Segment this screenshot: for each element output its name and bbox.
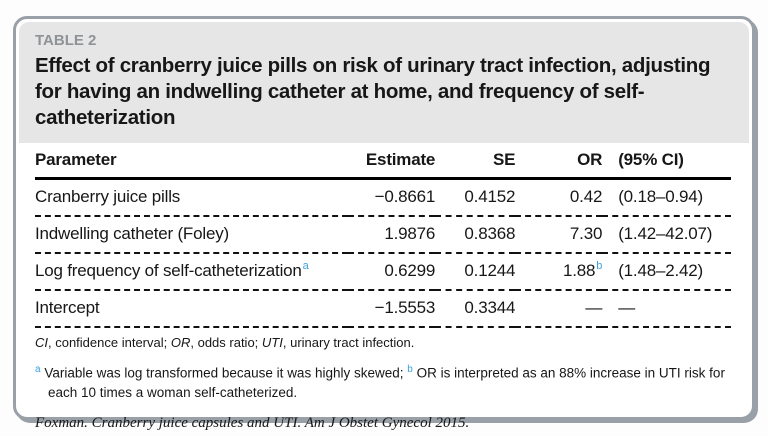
- table-wrapper: Parameter Estimate SE OR (95% CI) Cranbe…: [19, 143, 749, 328]
- cell-parameter: Cranberry juice pills: [35, 178, 349, 217]
- cell-or: 1.88b: [515, 253, 603, 291]
- footnote-marker-sup: a: [302, 260, 309, 273]
- column-header-ci: (95% CI): [602, 143, 731, 180]
- cell-parameter: Indwelling catheter (Foley): [35, 216, 349, 254]
- table-header-row: Parameter Estimate SE OR (95% CI): [35, 143, 731, 180]
- cell-se: 0.4152: [435, 178, 515, 217]
- abbreviations-footnote: CI, confidence interval; OR, odds ratio;…: [35, 335, 415, 350]
- column-header-or: OR: [515, 143, 602, 180]
- cell-parameter: Log frequency of self-catheterizationa: [35, 253, 349, 291]
- column-header-se: SE: [435, 143, 515, 180]
- cell-or: —: [515, 290, 602, 328]
- cell-se: 0.3344: [435, 290, 515, 328]
- table-body: Cranberry juice pills −0.8661 0.4152 0.4…: [35, 178, 731, 328]
- cell-estimate: 1.9876: [348, 216, 435, 254]
- results-table: Parameter Estimate SE OR (95% CI) Cranbe…: [35, 143, 731, 328]
- cell-se: 0.8368: [435, 216, 515, 254]
- footnote-marker-sup: b: [596, 260, 603, 273]
- cell-estimate: 0.6299: [348, 253, 435, 291]
- column-header-parameter: Parameter: [35, 143, 349, 180]
- notes-footnote: a Variable was log transformed because i…: [35, 364, 725, 400]
- table-card: TABLE 2 Effect of cranberry juice pills …: [13, 16, 755, 431]
- table-title: Effect of cranberry juice pills on risk …: [35, 54, 711, 129]
- cell-or: 0.42: [515, 178, 602, 217]
- citation-line: Foxman. Cranberry juice capsules and UTI…: [35, 414, 470, 431]
- table-header-panel: TABLE 2 Effect of cranberry juice pills …: [19, 22, 749, 143]
- cell-or: 7.30: [515, 216, 602, 254]
- cell-ci: (1.48–2.42): [602, 253, 731, 291]
- cell-ci: (0.18–0.94): [602, 178, 731, 217]
- table-row: Cranberry juice pills −0.8661 0.4152 0.4…: [35, 178, 731, 217]
- table-row: Indwelling catheter (Foley) 1.9876 0.836…: [35, 216, 731, 254]
- cell-ci: (1.42–42.07): [602, 216, 731, 254]
- table-row: Intercept −1.5553 0.3344 — —: [35, 290, 731, 328]
- cell-parameter: Intercept: [35, 290, 349, 328]
- cell-estimate: −1.5553: [348, 290, 435, 328]
- table-number-label: TABLE 2: [35, 32, 97, 49]
- cell-ci: —: [602, 290, 731, 328]
- table-row: Log frequency of self-catheterizationa 0…: [35, 253, 731, 291]
- column-header-estimate: Estimate: [348, 143, 435, 180]
- cell-estimate: −0.8661: [348, 178, 435, 217]
- cell-se: 0.1244: [435, 253, 515, 291]
